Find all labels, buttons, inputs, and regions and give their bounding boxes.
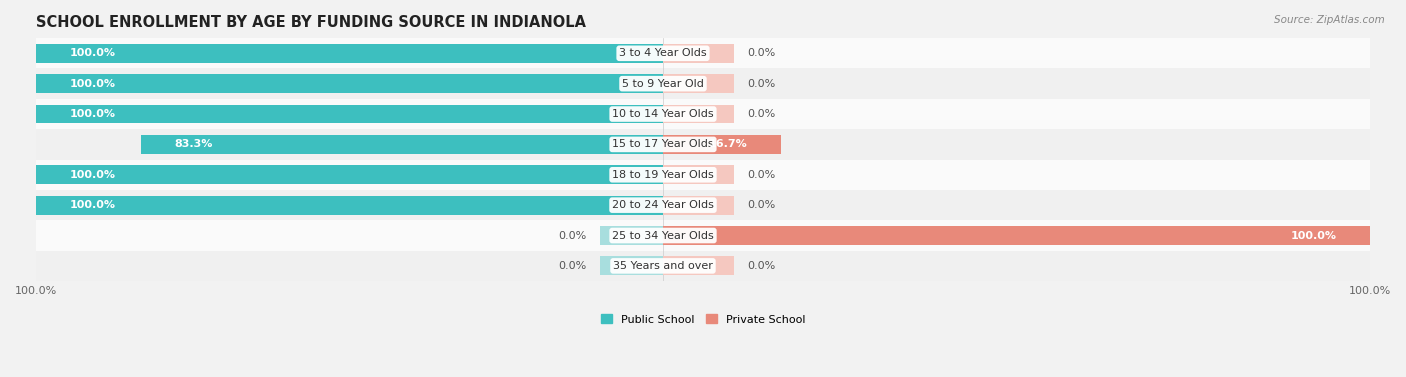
Bar <box>664 105 734 123</box>
Text: 3 to 4 Year Olds: 3 to 4 Year Olds <box>619 48 707 58</box>
Bar <box>664 44 734 63</box>
Bar <box>37 69 1369 99</box>
Bar <box>37 166 664 184</box>
Text: SCHOOL ENROLLMENT BY AGE BY FUNDING SOURCE IN INDIANOLA: SCHOOL ENROLLMENT BY AGE BY FUNDING SOUR… <box>37 15 586 30</box>
Bar <box>664 196 734 215</box>
Bar <box>37 196 664 215</box>
Text: 0.0%: 0.0% <box>747 200 775 210</box>
Text: 20 to 24 Year Olds: 20 to 24 Year Olds <box>612 200 714 210</box>
Text: 0.0%: 0.0% <box>558 230 586 241</box>
Text: 0.0%: 0.0% <box>747 79 775 89</box>
Text: 100.0%: 100.0% <box>69 170 115 180</box>
Bar <box>37 74 664 93</box>
Text: 100.0%: 100.0% <box>1291 230 1337 241</box>
Bar <box>664 74 734 93</box>
Bar <box>37 44 664 63</box>
Text: 83.3%: 83.3% <box>174 139 212 149</box>
Bar <box>37 105 664 123</box>
Bar <box>37 99 1369 129</box>
Bar <box>37 159 1369 190</box>
Bar <box>600 256 664 275</box>
Text: 100.0%: 100.0% <box>69 200 115 210</box>
Text: 100.0%: 100.0% <box>69 109 115 119</box>
Text: 0.0%: 0.0% <box>747 261 775 271</box>
Text: 10 to 14 Year Olds: 10 to 14 Year Olds <box>612 109 714 119</box>
Text: 0.0%: 0.0% <box>558 261 586 271</box>
Bar <box>141 135 664 154</box>
Bar <box>37 129 1369 159</box>
Bar <box>664 226 1369 245</box>
Text: 0.0%: 0.0% <box>747 170 775 180</box>
Text: 0.0%: 0.0% <box>747 109 775 119</box>
Text: 18 to 19 Year Olds: 18 to 19 Year Olds <box>612 170 714 180</box>
Bar <box>664 256 734 275</box>
Text: 16.7%: 16.7% <box>709 139 748 149</box>
Text: Source: ZipAtlas.com: Source: ZipAtlas.com <box>1274 15 1385 25</box>
Bar <box>664 166 734 184</box>
Bar <box>37 220 1369 251</box>
Bar <box>600 226 664 245</box>
Text: 25 to 34 Year Olds: 25 to 34 Year Olds <box>612 230 714 241</box>
Text: 15 to 17 Year Olds: 15 to 17 Year Olds <box>612 139 714 149</box>
Bar <box>664 135 782 154</box>
Legend: Public School, Private School: Public School, Private School <box>596 310 810 329</box>
Text: 35 Years and over: 35 Years and over <box>613 261 713 271</box>
Bar <box>37 38 1369 69</box>
Text: 100.0%: 100.0% <box>69 48 115 58</box>
Text: 5 to 9 Year Old: 5 to 9 Year Old <box>621 79 704 89</box>
Bar <box>37 190 1369 220</box>
Text: 100.0%: 100.0% <box>69 79 115 89</box>
Bar <box>37 251 1369 281</box>
Text: 0.0%: 0.0% <box>747 48 775 58</box>
